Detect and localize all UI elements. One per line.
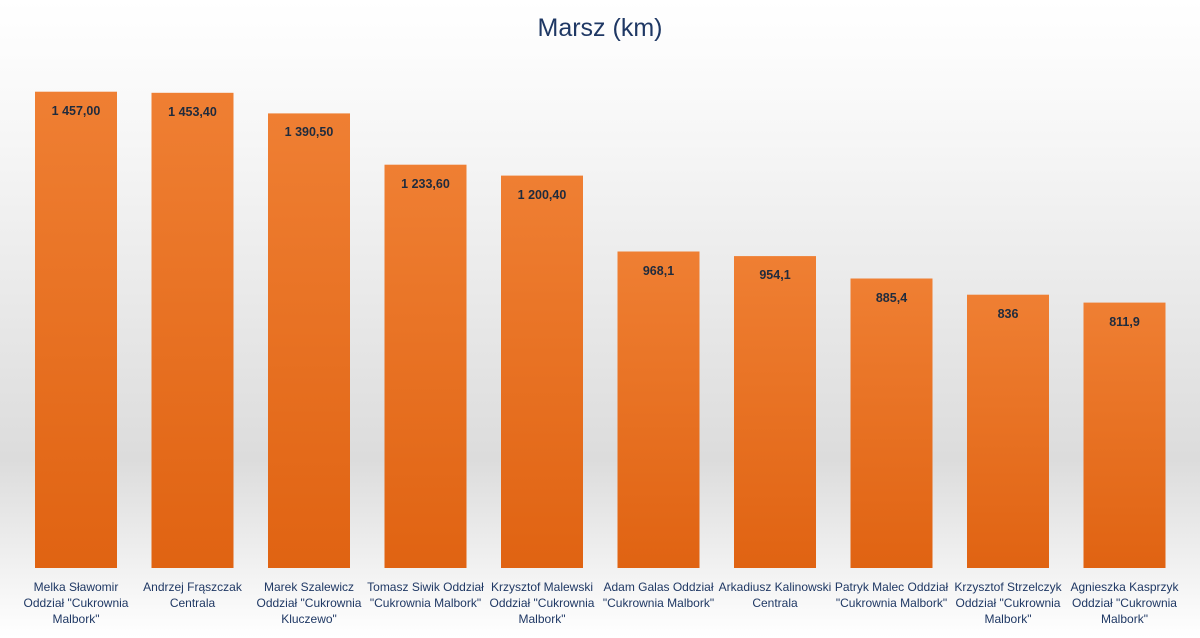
data-label: 1 453,40	[168, 104, 217, 119]
bars-group	[35, 91, 1166, 569]
category-label: Patryk Malec Oddział "Cukrownia Malbork"	[834, 580, 949, 610]
bar	[501, 175, 583, 568]
category-label: Agnieszka Kasprzyk Oddział "Cukrownia Ma…	[1070, 580, 1179, 626]
category-label: Tomasz Siwik Oddział "Cukrownia Malbork"	[367, 580, 484, 610]
data-label: 1 200,40	[517, 187, 567, 202]
data-label: 1 457,00	[51, 103, 101, 118]
bar	[617, 251, 700, 568]
category-label: Krzysztof Strzelczyk Oddział "Cukrownia …	[954, 580, 1062, 626]
data-label: 836	[997, 306, 1019, 321]
data-label: 1 390,50	[284, 125, 334, 140]
bar	[967, 294, 1049, 568]
category-label: Melka Sławomir Oddział "Cukrownia Malbor…	[23, 580, 129, 626]
bar	[734, 256, 816, 568]
category-label: Arkadiusz Kalinowski Centrala	[718, 580, 832, 610]
category-label: Marek Szalewicz Oddział "Cukrownia Klucz…	[256, 580, 362, 626]
bar	[268, 113, 350, 569]
chart-title: Marsz (km)	[537, 14, 663, 42]
data-label: 968,1	[642, 263, 675, 278]
data-label: 954,1	[759, 268, 791, 283]
bar	[35, 91, 117, 568]
bar	[850, 278, 933, 568]
data-label: 1 233,60	[401, 176, 450, 191]
data-label: 885,4	[875, 290, 908, 305]
bar	[151, 92, 234, 569]
category-label: Andrzej Frąszczak Centrala	[143, 580, 242, 610]
category-label: Krzysztof Malewski Oddział "Cukrownia Ma…	[489, 580, 595, 626]
category-label: Adam Galas Oddział "Cukrownia Malbork"	[602, 580, 715, 610]
bar	[1083, 302, 1166, 568]
data-label: 811,9	[1109, 314, 1140, 329]
bar	[384, 164, 467, 568]
